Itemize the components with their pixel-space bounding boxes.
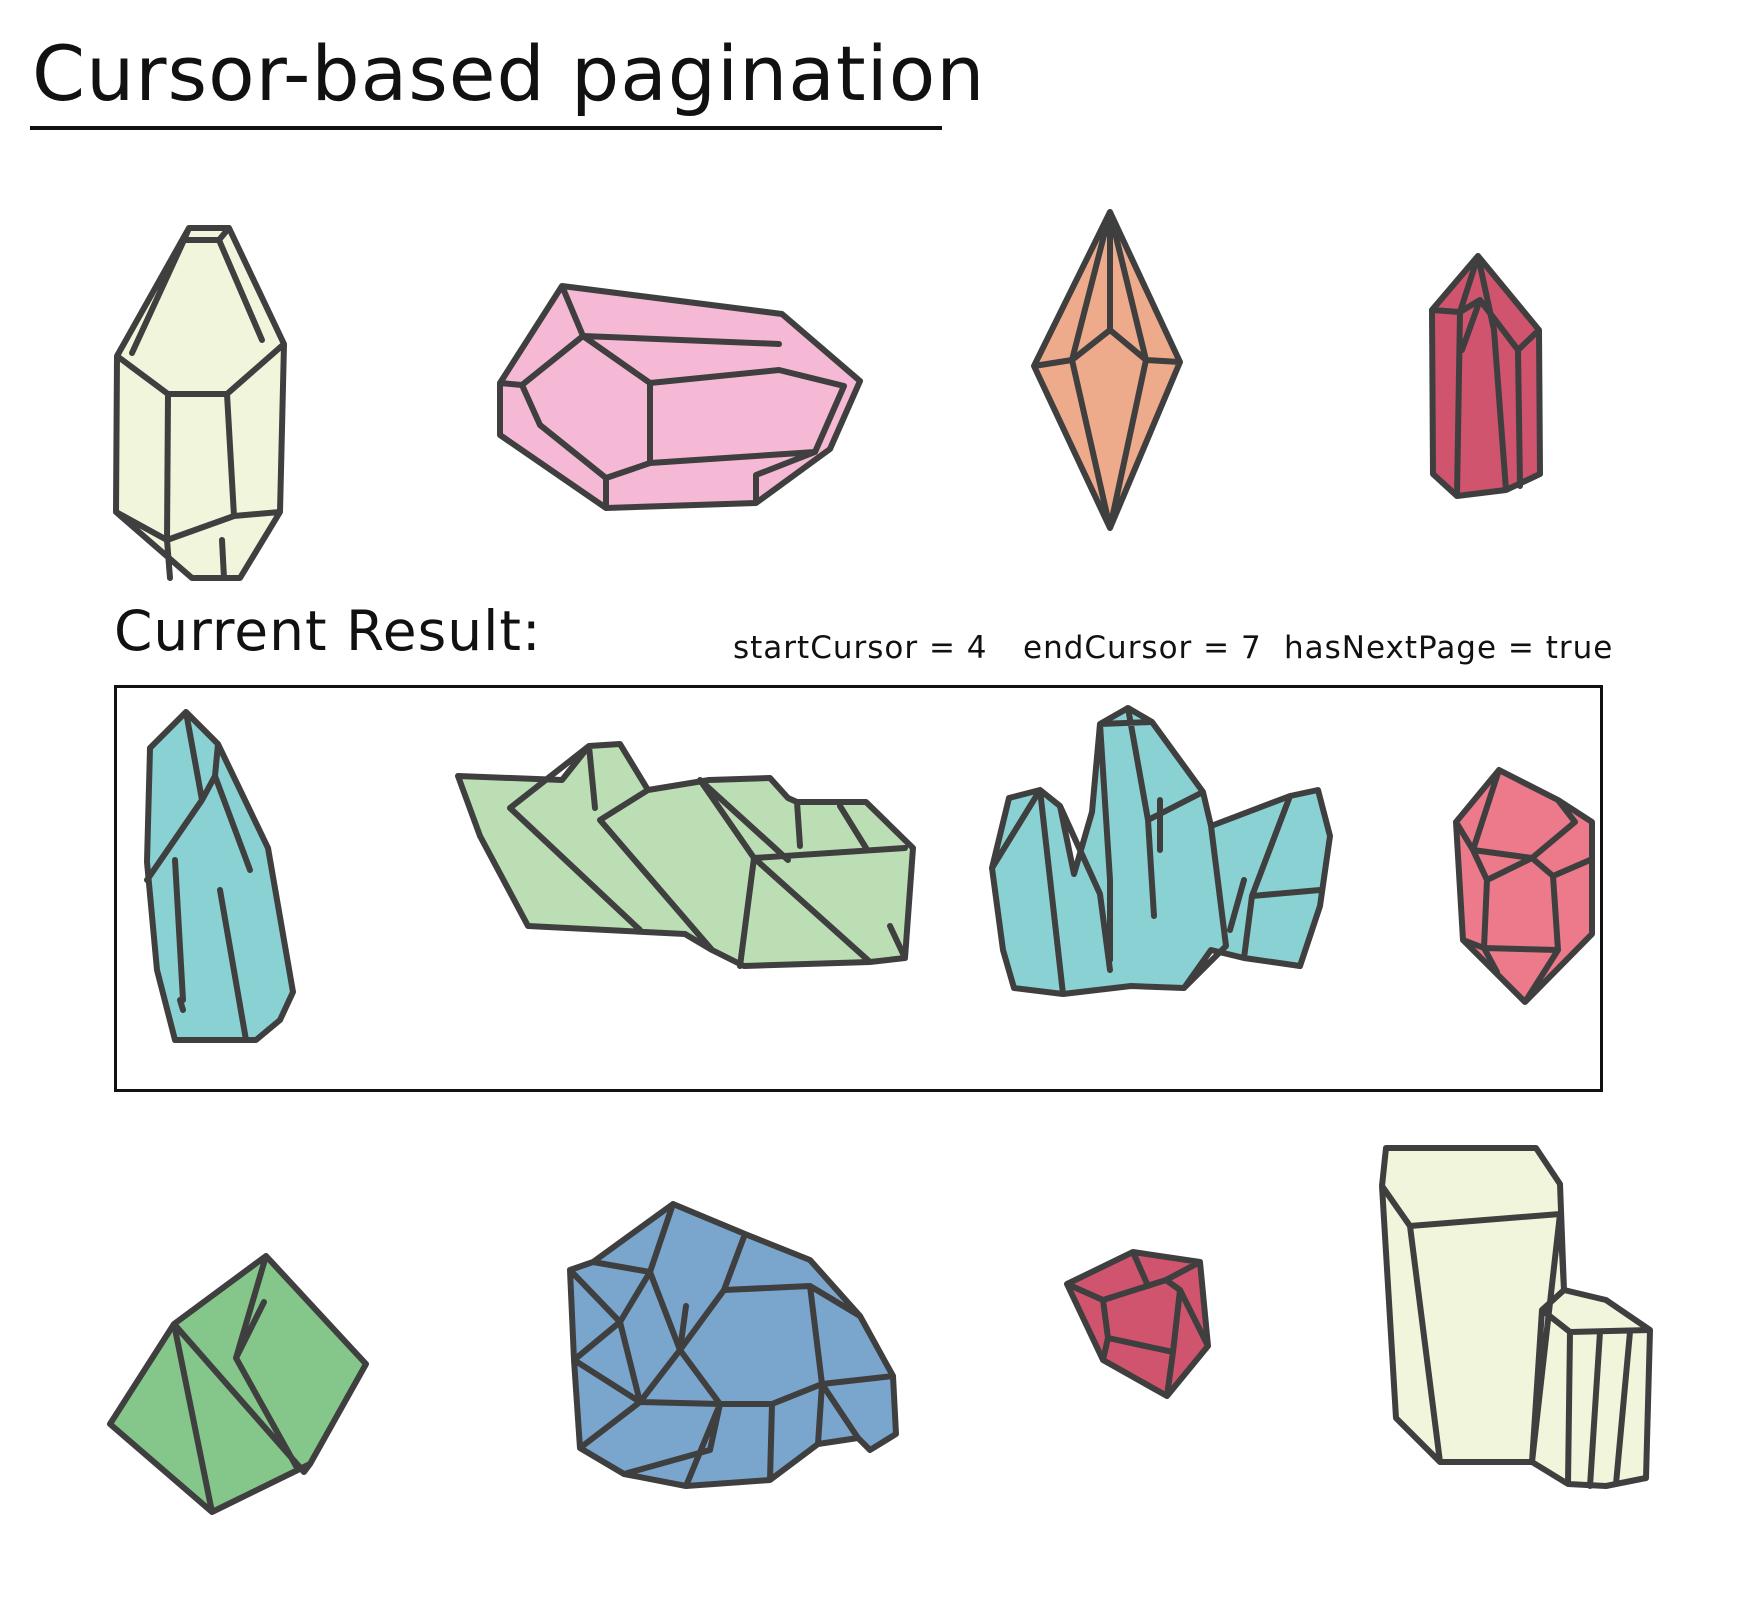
- end-cursor-label: endCursor = 7: [1023, 630, 1262, 666]
- page-title: Cursor-based pagination: [32, 29, 986, 118]
- has-next-page-label: hasNextPage = true: [1284, 630, 1614, 666]
- current-result-box: [114, 685, 1603, 1092]
- start-cursor-label: startCursor = 4: [733, 630, 988, 666]
- title-underline: [30, 126, 942, 130]
- current-result-label: Current Result:: [114, 599, 542, 663]
